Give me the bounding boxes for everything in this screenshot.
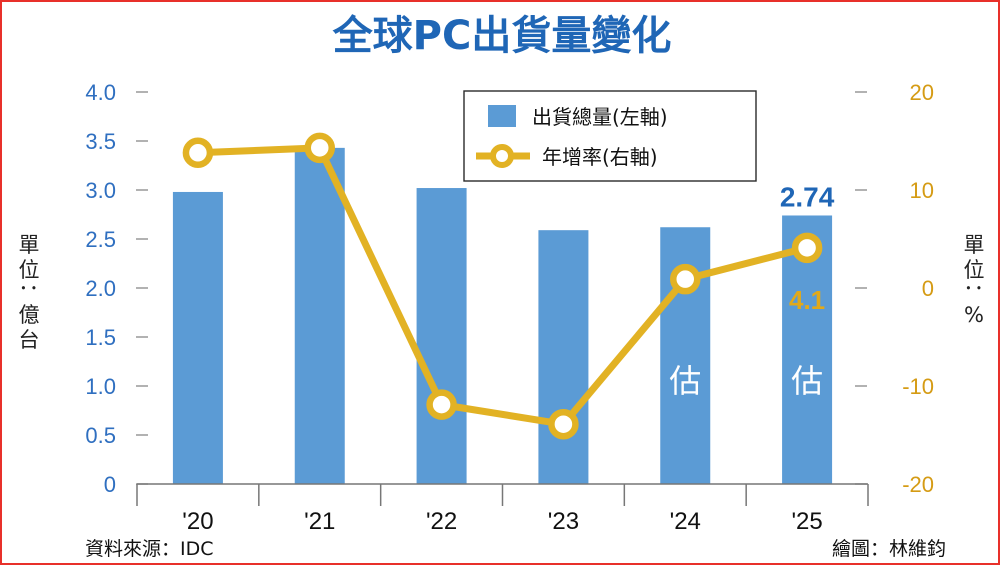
data-labels: 2.74 4.1	[780, 181, 835, 314]
legend-bar-swatch	[488, 105, 516, 127]
left-tick-label: 3.0	[85, 178, 116, 203]
legend-bar-label: 出貨總量(左軸)	[532, 105, 668, 129]
line-point	[182, 137, 214, 169]
unit-char: 億	[19, 303, 40, 327]
bar	[538, 230, 589, 484]
legend-line-label: 年增率(右軸)	[542, 145, 658, 169]
left-tick-label: 1.0	[85, 374, 116, 399]
bar	[294, 147, 345, 485]
unit-char: 位	[964, 258, 985, 282]
left-tick-label: 1.5	[85, 325, 116, 350]
unit-char: 單	[964, 233, 985, 257]
line-point	[791, 232, 823, 264]
right-tick-label: 10	[910, 178, 934, 203]
x-tick-label: '20	[182, 508, 213, 535]
right-axis-unit: 單位：%	[962, 233, 986, 327]
unit-char: ：	[962, 283, 986, 304]
unit-char: 單	[19, 233, 40, 257]
axes: 0 0.5 1.0 1.5 2.0 2.5 3.0 3.5 4.0 -20 -10 0 10 20 '20 '…	[85, 80, 934, 535]
right-tick-label: -20	[902, 472, 934, 497]
source-note: 資料來源：IDC	[85, 538, 214, 560]
x-tick-label: '21	[304, 508, 335, 535]
right-tick-label: -10	[902, 374, 934, 399]
bar	[416, 188, 467, 485]
estimate-label: 估	[669, 362, 701, 400]
unit-char: ：	[17, 283, 41, 304]
line-path	[197, 144, 808, 428]
line-point	[426, 389, 457, 420]
right-tick-label: 0	[922, 276, 934, 301]
left-tick-label: 3.5	[85, 129, 116, 154]
x-tick-label: '24	[670, 508, 701, 535]
x-tick-label: '23	[548, 508, 579, 535]
chart-title: 全球PC出貨量變化	[332, 13, 672, 59]
left-axis-unit: 單位：億台	[17, 233, 41, 352]
left-tick-label: 0	[104, 472, 116, 497]
bar-series	[172, 147, 833, 485]
legend: 出貨總量(左軸) 年增率(右軸)	[463, 90, 757, 182]
credit-note: 繪圖：林維鈞	[832, 538, 946, 560]
estimate-marks: 估估	[669, 362, 823, 400]
line-value-label: 4.1	[789, 285, 825, 315]
x-tick-label: '25	[791, 508, 822, 535]
left-tick-label: 2.5	[85, 227, 116, 252]
left-tick-label: 4.0	[85, 80, 116, 105]
unit-char: 台	[19, 328, 40, 352]
line-point	[670, 263, 701, 295]
bar	[172, 191, 223, 484]
unit-char: %	[964, 303, 984, 327]
x-tick-label: '22	[426, 508, 457, 535]
bar-value-label: 2.74	[780, 181, 835, 212]
estimate-label: 估	[791, 362, 823, 400]
left-tick-label: 2.0	[85, 276, 116, 301]
line-series	[182, 132, 823, 440]
left-tick-label: 0.5	[85, 423, 116, 448]
line-point	[548, 408, 579, 440]
unit-char: 位	[19, 258, 40, 282]
right-tick-label: 20	[910, 80, 934, 105]
line-point	[304, 132, 335, 164]
legend-line-marker	[490, 144, 514, 168]
